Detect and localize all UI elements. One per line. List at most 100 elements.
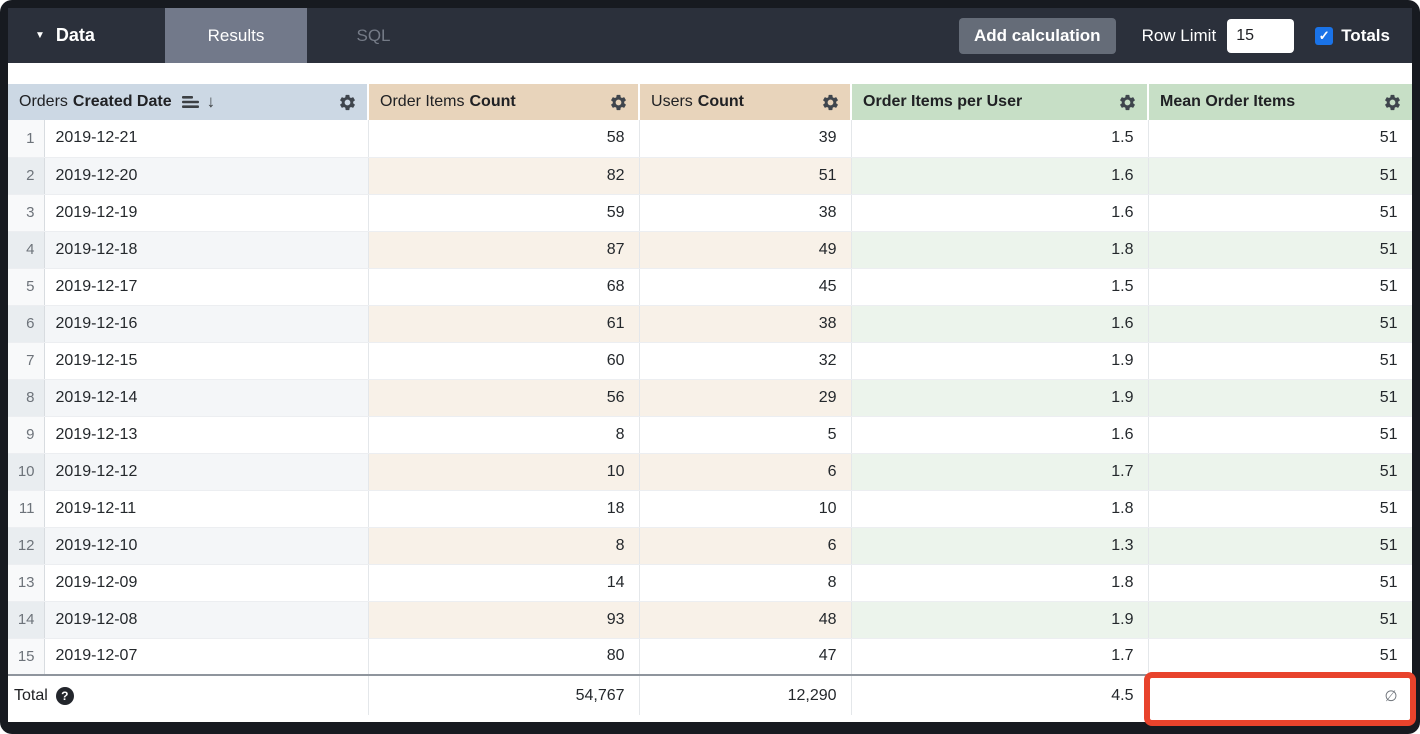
add-calculation-button[interactable]: Add calculation xyxy=(958,17,1116,54)
row-limit-input[interactable] xyxy=(1227,18,1295,53)
mean-order-items-cell[interactable]: 51 xyxy=(1148,416,1412,454)
users-count-cell[interactable]: 6 xyxy=(639,527,852,565)
mean-order-items-cell[interactable]: 51 xyxy=(1148,268,1412,306)
order-items-per-user-cell[interactable]: 1.5 xyxy=(851,268,1149,306)
help-icon[interactable]: ? xyxy=(55,686,74,705)
mean-order-items-cell[interactable]: 51 xyxy=(1148,305,1412,343)
order-items-count-cell[interactable]: 82 xyxy=(368,157,640,195)
order-items-per-user-cell[interactable]: 1.3 xyxy=(851,527,1149,565)
order-items-count-cell[interactable]: 60 xyxy=(368,342,640,380)
users-count-cell[interactable]: 39 xyxy=(639,120,852,158)
users-count-cell[interactable]: 51 xyxy=(639,157,852,195)
mean-order-items-cell[interactable]: 51 xyxy=(1148,527,1412,565)
users-count-cell[interactable]: 48 xyxy=(639,601,852,639)
users-count-cell[interactable]: 6 xyxy=(639,453,852,491)
tab-sql[interactable]: SQL xyxy=(307,8,440,63)
sorted-column-icon[interactable] xyxy=(181,95,200,109)
order-items-count-cell[interactable]: 93 xyxy=(368,601,640,639)
date-cell[interactable]: 2019-12-17 xyxy=(44,268,369,306)
order-items-per-user-cell[interactable]: 1.7 xyxy=(851,453,1149,491)
order-items-per-user-cell[interactable]: 1.8 xyxy=(851,231,1149,269)
date-cell[interactable]: 2019-12-09 xyxy=(44,564,369,602)
mean-order-items-cell[interactable]: 51 xyxy=(1148,342,1412,380)
gear-icon[interactable] xyxy=(338,93,357,112)
table-row: 15 2019-12-07 80 47 1.7 51 xyxy=(8,638,1412,676)
gear-icon[interactable] xyxy=(821,93,840,112)
table-row: 4 2019-12-18 87 49 1.8 51 xyxy=(8,231,1412,269)
order-items-count-cell[interactable]: 18 xyxy=(368,490,640,528)
mean-order-items-cell[interactable]: 51 xyxy=(1148,490,1412,528)
column-header-users-count[interactable]: Users Count xyxy=(638,84,852,120)
users-count-cell[interactable]: 38 xyxy=(639,194,852,232)
mean-order-items-cell[interactable]: 51 xyxy=(1148,601,1412,639)
order-items-per-user-cell[interactable]: 1.5 xyxy=(851,120,1149,158)
order-items-count-cell[interactable]: 59 xyxy=(368,194,640,232)
users-count-cell[interactable]: 45 xyxy=(639,268,852,306)
order-items-count-cell[interactable]: 68 xyxy=(368,268,640,306)
date-cell[interactable]: 2019-12-10 xyxy=(44,527,369,565)
order-items-count-cell[interactable]: 58 xyxy=(368,120,640,158)
users-count-cell[interactable]: 10 xyxy=(639,490,852,528)
date-cell[interactable]: 2019-12-12 xyxy=(44,453,369,491)
column-label: Order Items xyxy=(380,93,465,110)
users-count-cell[interactable]: 38 xyxy=(639,305,852,343)
mean-order-items-cell[interactable]: 51 xyxy=(1148,453,1412,491)
gear-icon[interactable] xyxy=(609,93,628,112)
users-count-cell[interactable]: 47 xyxy=(639,638,852,676)
column-header-order-items-count[interactable]: Order Items Count xyxy=(367,84,640,120)
date-cell[interactable]: 2019-12-11 xyxy=(44,490,369,528)
users-count-cell[interactable]: 32 xyxy=(639,342,852,380)
table-row: 1 2019-12-21 58 39 1.5 51 xyxy=(8,120,1412,158)
mean-order-items-cell[interactable]: 51 xyxy=(1148,120,1412,158)
order-items-per-user-cell[interactable]: 1.9 xyxy=(851,342,1149,380)
order-items-count-cell[interactable]: 14 xyxy=(368,564,640,602)
date-cell[interactable]: 2019-12-13 xyxy=(44,416,369,454)
sort-descending-icon[interactable]: ↓ xyxy=(206,92,216,111)
gear-icon[interactable] xyxy=(1118,93,1137,112)
column-header-orders-created-date[interactable]: Orders Created Date ↓ xyxy=(8,84,369,120)
date-cell[interactable]: 2019-12-21 xyxy=(44,120,369,158)
date-cell[interactable]: 2019-12-08 xyxy=(44,601,369,639)
order-items-per-user-cell[interactable]: 1.6 xyxy=(851,305,1149,343)
order-items-count-cell[interactable]: 10 xyxy=(368,453,640,491)
date-cell[interactable]: 2019-12-19 xyxy=(44,194,369,232)
mean-order-items-cell[interactable]: 51 xyxy=(1148,194,1412,232)
date-cell[interactable]: 2019-12-16 xyxy=(44,305,369,343)
column-header-mean-order-items[interactable]: Mean Order Items xyxy=(1147,84,1412,120)
mean-order-items-cell[interactable]: 51 xyxy=(1148,564,1412,602)
mean-order-items-cell[interactable]: 51 xyxy=(1148,638,1412,676)
order-items-per-user-cell[interactable]: 1.6 xyxy=(851,194,1149,232)
order-items-count-cell[interactable]: 8 xyxy=(368,527,640,565)
users-count-cell[interactable]: 5 xyxy=(639,416,852,454)
date-cell[interactable]: 2019-12-15 xyxy=(44,342,369,380)
order-items-per-user-cell[interactable]: 1.8 xyxy=(851,564,1149,602)
data-menu[interactable]: ▼ Data xyxy=(8,25,165,46)
order-items-per-user-cell[interactable]: 1.9 xyxy=(851,601,1149,639)
mean-order-items-cell[interactable]: 51 xyxy=(1148,157,1412,195)
users-count-cell[interactable]: 8 xyxy=(639,564,852,602)
date-cell[interactable]: 2019-12-07 xyxy=(44,638,369,676)
order-items-count-cell[interactable]: 61 xyxy=(368,305,640,343)
order-items-per-user-cell[interactable]: 1.9 xyxy=(851,379,1149,417)
mean-order-items-cell[interactable]: 51 xyxy=(1148,231,1412,269)
order-items-count-cell[interactable]: 56 xyxy=(368,379,640,417)
users-count-cell[interactable]: 49 xyxy=(639,231,852,269)
tab-results[interactable]: Results xyxy=(165,8,307,63)
row-number-cell: 9 xyxy=(8,416,45,454)
order-items-count-cell[interactable]: 8 xyxy=(368,416,640,454)
column-header-order-items-per-user[interactable]: Order Items per User xyxy=(850,84,1149,120)
order-items-per-user-cell[interactable]: 1.6 xyxy=(851,157,1149,195)
date-cell[interactable]: 2019-12-18 xyxy=(44,231,369,269)
totals-checkbox[interactable]: ✓ xyxy=(1315,26,1334,45)
users-count-cell[interactable]: 29 xyxy=(639,379,852,417)
order-items-per-user-cell[interactable]: 1.6 xyxy=(851,416,1149,454)
order-items-per-user-cell[interactable]: 1.8 xyxy=(851,490,1149,528)
order-items-per-user-cell[interactable]: 1.7 xyxy=(851,638,1149,676)
gear-icon[interactable] xyxy=(1383,93,1402,112)
order-items-count-cell[interactable]: 80 xyxy=(368,638,640,676)
column-label-bold: Created Date xyxy=(72,93,172,110)
date-cell[interactable]: 2019-12-14 xyxy=(44,379,369,417)
mean-order-items-cell[interactable]: 51 xyxy=(1148,379,1412,417)
order-items-count-cell[interactable]: 87 xyxy=(368,231,640,269)
date-cell[interactable]: 2019-12-20 xyxy=(44,157,369,195)
